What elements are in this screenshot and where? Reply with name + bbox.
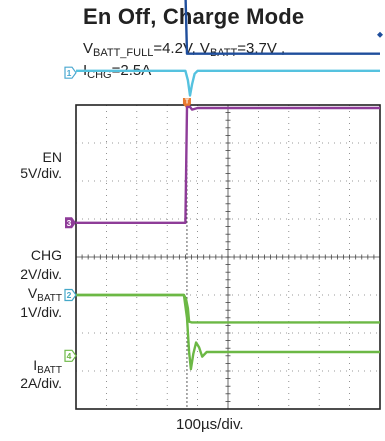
waveform-ibatt (76, 293, 380, 371)
waveform-en_upper (184, 0, 380, 55)
x-axis-label: 100µs/div. (176, 416, 244, 433)
channel-marker-en (64, 66, 77, 79)
ibatt-channel-scale: 2A/div. (20, 375, 62, 391)
plot-frame (75, 104, 381, 410)
chg-channel-scale: 2V/div. (20, 266, 62, 282)
en-channel-scale: 5V/div. (20, 165, 62, 181)
channel-marker-ibatt (64, 349, 77, 362)
channel-marker-label-chg: 3 (67, 218, 72, 228)
channel-marker-vbatt (64, 288, 77, 302)
trigger-marker-label: T (185, 99, 190, 106)
waveform-en_lower (76, 69, 380, 97)
channel-marker-label-ibatt: 4 (67, 351, 72, 361)
waveform-chg (76, 105, 380, 224)
chart-title: En Off, Charge Mode (83, 4, 305, 29)
vbatt-channel-name: VBATT (27, 285, 62, 304)
en-channel-name: EN (42, 149, 62, 165)
en-trace-end-marker (377, 31, 383, 38)
ibatt-channel-name: IBATT (33, 357, 62, 376)
channel-marker-label-en: 1 (67, 68, 72, 78)
channel-marker-chg (65, 217, 76, 229)
channel-marker-label-vbatt: 2 (67, 290, 72, 300)
chg-channel-name: CHG (30, 247, 62, 263)
vbatt-channel-scale: 1V/div. (20, 304, 62, 320)
